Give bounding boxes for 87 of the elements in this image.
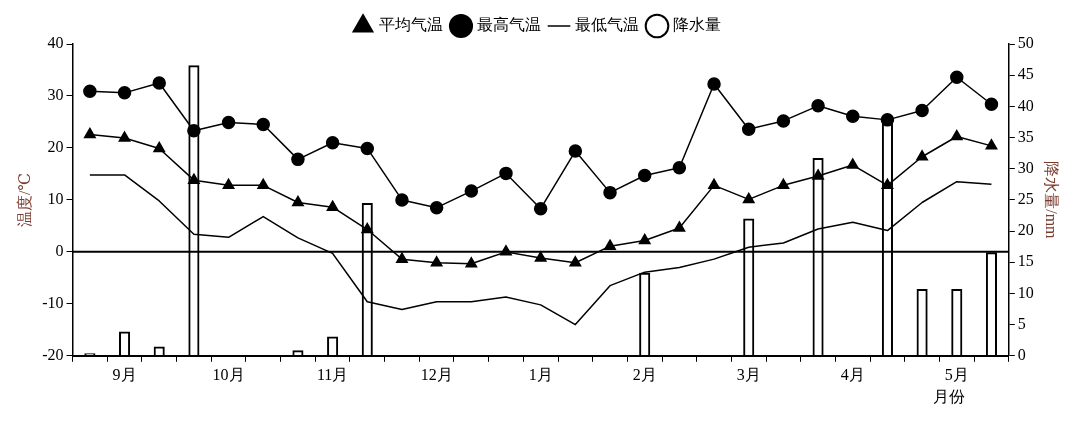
x-tick-label: 3月 — [736, 365, 761, 383]
y2-tick-label: 15 — [1017, 252, 1034, 270]
x-tick-label: 5月 — [944, 365, 969, 383]
y2-tick-label: 25 — [1017, 190, 1034, 208]
point — [846, 158, 859, 169]
x-tick-label: 11月 — [316, 365, 349, 383]
y-tick-label: 10 — [47, 190, 64, 208]
point — [673, 221, 686, 232]
y2-tick-label: 5 — [1017, 314, 1026, 332]
y2-tick-label: 10 — [1017, 283, 1034, 301]
point — [187, 124, 201, 138]
point — [915, 103, 929, 118]
y-tick-label: 20 — [47, 138, 64, 156]
point — [256, 117, 270, 132]
point — [603, 185, 617, 200]
point — [568, 144, 583, 158]
point — [950, 70, 964, 85]
point — [464, 184, 479, 198]
x-tick-label: 4月 — [840, 365, 865, 383]
point — [880, 113, 895, 127]
point — [777, 178, 790, 190]
point — [708, 178, 720, 190]
point — [741, 122, 756, 136]
point — [499, 166, 513, 181]
point — [222, 178, 235, 190]
x-tick-label: 1月 — [528, 365, 553, 383]
point — [742, 192, 755, 204]
point — [326, 200, 339, 211]
legend-label: 平均气温 — [379, 16, 443, 34]
point — [534, 251, 547, 262]
y2-tick-label: 30 — [1017, 158, 1034, 176]
y-tick-label: 30 — [47, 86, 64, 104]
point — [985, 139, 998, 150]
point — [117, 86, 132, 100]
point — [776, 114, 791, 128]
point — [811, 99, 825, 113]
y-tick-label: -10 — [42, 294, 64, 312]
point — [533, 201, 548, 216]
x-tick-label: 2月 — [632, 365, 657, 383]
point — [950, 129, 963, 141]
point — [707, 77, 721, 91]
y2-tick-label: 40 — [1017, 96, 1034, 114]
y-axis-title: 温度/℃ — [15, 172, 33, 228]
point — [984, 97, 999, 112]
x-tick-label: 12月 — [420, 365, 453, 383]
point — [291, 152, 305, 167]
x-axis-title: 月份 — [932, 388, 965, 405]
point — [83, 84, 97, 99]
point — [637, 168, 652, 183]
legend-label: 降水量 — [673, 16, 721, 34]
y2-tick-label: 35 — [1017, 127, 1034, 145]
y-tick-label: 0 — [55, 242, 64, 260]
point — [360, 141, 375, 156]
point — [152, 76, 166, 90]
point — [638, 233, 651, 245]
point — [604, 239, 616, 250]
y-tick-label: -20 — [42, 346, 64, 363]
y2-tick-label: 45 — [1017, 65, 1034, 83]
point — [396, 252, 408, 263]
point — [395, 193, 409, 207]
point — [221, 115, 236, 130]
point — [361, 222, 374, 234]
y2-tick-label: 20 — [1017, 221, 1034, 239]
point — [153, 141, 166, 153]
y2-tick-label: 0 — [1017, 346, 1026, 363]
point — [257, 178, 270, 190]
point — [187, 173, 200, 184]
point — [118, 131, 131, 142]
y-tick-label: 40 — [47, 34, 64, 52]
point — [569, 256, 582, 267]
y2-tick-label: 50 — [1017, 34, 1034, 52]
legend-label: 最高气温 — [477, 16, 541, 34]
point — [291, 195, 304, 207]
point — [429, 200, 444, 215]
point — [916, 150, 929, 161]
point — [846, 109, 860, 123]
point — [325, 135, 340, 150]
x-tick-label: 10月 — [212, 365, 245, 383]
point — [881, 178, 894, 190]
point — [83, 127, 96, 139]
point — [812, 169, 825, 180]
legend-label: 最低气温 — [575, 16, 639, 34]
point — [465, 257, 478, 268]
x-tick-label: 9月 — [112, 365, 137, 383]
point — [430, 256, 443, 267]
point — [672, 160, 687, 175]
y2-axis-title: 降水量/mm — [1043, 161, 1061, 240]
